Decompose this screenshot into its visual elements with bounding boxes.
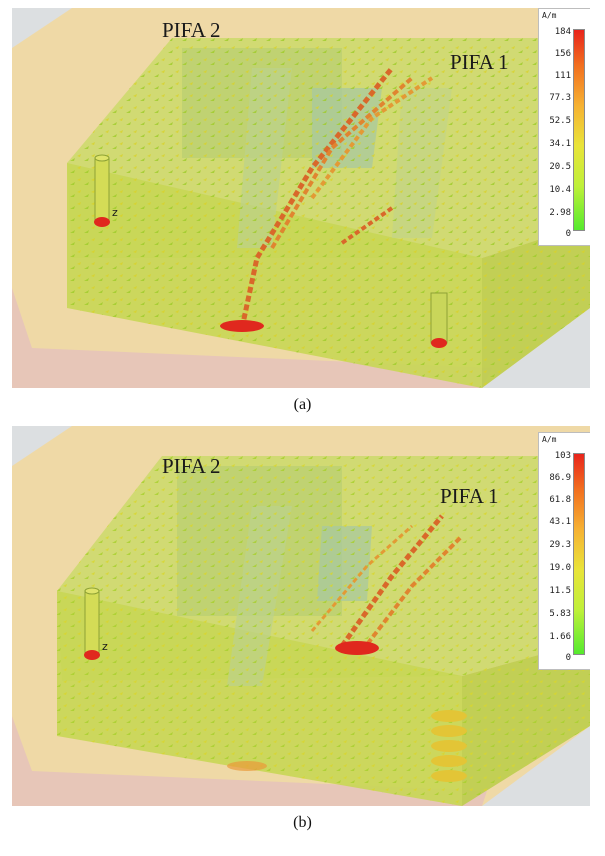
pifa2-label: PIFA 2	[162, 18, 221, 42]
colorbar-tick: 20.5	[549, 162, 571, 172]
colorbar-tick: 34.1	[549, 139, 571, 149]
colorbar-gradient	[573, 453, 585, 655]
pifa2-label: PIFA 2	[162, 454, 221, 478]
caption-b: (b)	[293, 814, 312, 831]
z-axis-label: z	[112, 206, 118, 219]
panel-a: PIFA 2 PIFA 1 z A/m 184 156 111 77.3 52.…	[12, 8, 590, 388]
colorbar-a: A/m 184 156 111 77.3 52.5 34.1 20.5 10.4…	[538, 8, 590, 246]
current-distribution-render-b	[12, 426, 590, 806]
colorbar-tick: 43.1	[549, 517, 571, 527]
colorbar-tick: 111	[554, 71, 571, 81]
colorbar-tick: 61.8	[549, 495, 571, 505]
colorbar-tick: 5.83	[549, 609, 571, 619]
colorbar-tick: 0	[565, 653, 571, 663]
colorbar-tick: 77.3	[549, 93, 571, 103]
colorbar-tick: 184	[554, 27, 571, 37]
caption-a: (a)	[293, 396, 312, 413]
colorbar-b: A/m 103 86.9 61.8 43.1 29.3 19.0 11.5 5.…	[538, 432, 590, 670]
colorbar-tick: 29.3	[549, 540, 571, 550]
colorbar-tick: 156	[554, 49, 571, 59]
panel-b: PIFA 2 PIFA 1 z A/m 103 86.9 61.8 43.1 2…	[12, 426, 590, 806]
colorbar-gradient	[573, 29, 585, 231]
pifa1-label: PIFA 1	[450, 50, 509, 74]
colorbar-tick: 11.5	[549, 586, 571, 596]
pifa1-label: PIFA 1	[440, 484, 499, 508]
z-axis-label: z	[102, 640, 108, 653]
colorbar-unit: A/m	[542, 435, 557, 444]
colorbar-tick: 52.5	[549, 116, 571, 126]
colorbar-tick: 103	[554, 451, 571, 461]
colorbar-tick: 2.98	[549, 208, 571, 218]
colorbar-tick: 19.0	[549, 563, 571, 573]
colorbar-tick: 86.9	[549, 473, 571, 483]
colorbar-tick: 0	[565, 229, 571, 239]
colorbar-unit: A/m	[542, 11, 557, 20]
current-distribution-render-a	[12, 8, 590, 388]
colorbar-tick: 1.66	[549, 632, 571, 642]
colorbar-tick: 10.4	[549, 185, 571, 195]
